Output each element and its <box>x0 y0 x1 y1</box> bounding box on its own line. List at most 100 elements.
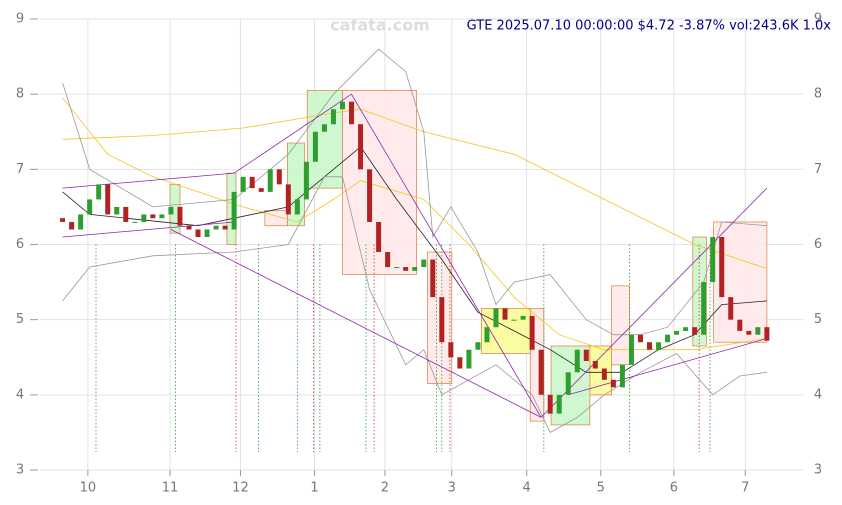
candle-body <box>493 308 499 328</box>
candle-body <box>321 124 327 132</box>
candle-body <box>60 218 66 222</box>
x-tick-label: 4 <box>523 481 531 496</box>
candle-body <box>610 379 616 388</box>
candle-body <box>376 221 382 253</box>
candle-body <box>728 297 734 320</box>
indicator-line <box>62 146 767 373</box>
range-box <box>306 90 343 189</box>
candle-body <box>674 330 680 335</box>
y-tick-label: 8 <box>16 87 24 102</box>
y-tick-label: 3 <box>16 463 24 478</box>
candle-body <box>755 327 761 335</box>
candle-body <box>421 259 427 268</box>
candle-body <box>222 225 228 230</box>
candle-body <box>204 229 210 237</box>
candle-body <box>764 327 770 341</box>
candle-body <box>475 342 481 350</box>
candle-body <box>159 214 165 219</box>
candle-body <box>646 342 652 350</box>
y2-tick-label: 3 <box>814 463 822 478</box>
candle-body <box>385 252 391 268</box>
candle-body <box>556 394 562 414</box>
candle-body <box>448 342 454 358</box>
candle-body <box>213 225 219 230</box>
indicator-line <box>62 48 767 336</box>
candle-body <box>457 357 463 369</box>
chart-title: GTE 2025.07.10 00:00:00 $4.72 -3.87% vol… <box>467 19 832 34</box>
x-tick-label: 12 <box>232 481 249 496</box>
candle-body <box>96 184 102 200</box>
candle-body <box>394 267 400 269</box>
candle-body <box>367 169 373 222</box>
candle-body <box>430 259 436 298</box>
candle-body <box>358 124 364 170</box>
candle-body <box>150 214 156 219</box>
candle-body <box>737 319 743 331</box>
candle-body <box>349 101 355 125</box>
candle-body <box>87 199 93 215</box>
candle-body <box>547 394 553 414</box>
candle-body <box>132 221 138 223</box>
candle-body <box>502 308 508 320</box>
x-tick-label: 10 <box>80 481 97 496</box>
candle-body <box>123 206 129 222</box>
indicator-line <box>62 176 767 433</box>
candle-body <box>267 169 273 192</box>
candle-body <box>258 188 264 192</box>
candle-body <box>484 327 490 343</box>
candle-body <box>186 225 192 230</box>
candle-body <box>231 191 237 230</box>
range-box <box>611 285 631 366</box>
candle-body <box>628 334 634 365</box>
candle-body <box>303 161 309 200</box>
x-tick-label: 1 <box>310 481 318 496</box>
trend-line <box>351 93 542 418</box>
candle-body <box>574 349 580 373</box>
trend-line <box>540 187 768 418</box>
candle-body <box>719 236 725 298</box>
candle-body <box>466 349 472 369</box>
candle-body <box>141 214 147 222</box>
x-tick-label: 7 <box>741 481 749 496</box>
candle-body <box>339 101 345 110</box>
y2-tick-label: 9 <box>814 12 822 27</box>
candle-body <box>637 334 643 343</box>
trend-line <box>233 93 352 174</box>
candle-body <box>565 372 571 395</box>
indicator-line <box>62 108 768 269</box>
candle-body <box>285 184 291 215</box>
y-tick-label: 6 <box>16 237 24 252</box>
candle-body <box>276 169 282 185</box>
candle-body <box>683 327 689 331</box>
candle-body <box>294 199 300 215</box>
y-tick-label: 9 <box>16 12 24 27</box>
candle-body <box>330 109 336 125</box>
candle-body <box>114 206 120 215</box>
candle-body <box>312 131 318 162</box>
candle-body <box>619 364 625 388</box>
y-tick-label: 5 <box>16 312 24 327</box>
candle-body <box>601 368 607 380</box>
candle-body <box>105 184 111 215</box>
trend-line <box>568 338 768 396</box>
candle-body <box>177 206 183 226</box>
trend-line <box>62 221 235 238</box>
trend-line <box>170 229 542 418</box>
candle-body <box>538 349 544 395</box>
candle-body <box>439 297 445 343</box>
candle-body <box>403 267 409 271</box>
x-tick-label: 2 <box>381 481 389 496</box>
candle-body <box>249 176 255 189</box>
indicator-line <box>62 97 767 351</box>
candle-body <box>692 327 698 335</box>
y-tick-label: 4 <box>16 387 24 402</box>
y2-tick-label: 5 <box>814 312 822 327</box>
candle-body <box>195 229 201 237</box>
y2-tick-label: 8 <box>814 87 822 102</box>
x-tick-label: 5 <box>597 481 605 496</box>
candle-body <box>529 315 535 350</box>
watermark: cafata.com <box>330 16 430 35</box>
candle-body <box>701 282 707 335</box>
candle-body <box>656 342 662 350</box>
